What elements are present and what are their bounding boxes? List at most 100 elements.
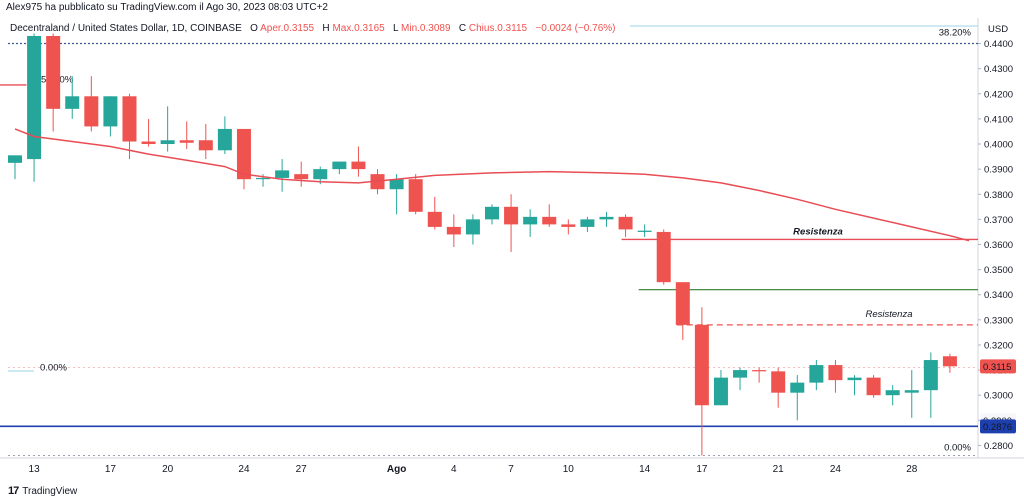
candle-body[interactable] xyxy=(752,370,767,372)
moving-average-line xyxy=(14,128,970,242)
candle-body[interactable] xyxy=(179,140,194,143)
candle-body[interactable] xyxy=(733,370,748,378)
close-value: Chius.0.3115 xyxy=(468,23,528,34)
candle-body[interactable] xyxy=(542,216,557,225)
price-tick-label: 0.3800 xyxy=(984,190,1013,201)
candle-body[interactable] xyxy=(160,140,175,145)
price-tick-label: 0.3300 xyxy=(984,315,1013,326)
candle-body[interactable] xyxy=(332,161,347,170)
candle-body[interactable] xyxy=(351,161,366,170)
candle-body[interactable] xyxy=(656,231,671,283)
open-value: Aper.0.3155 xyxy=(260,23,315,34)
candle-body[interactable] xyxy=(523,216,538,225)
price-tick-label: 0.4400 xyxy=(984,39,1013,50)
price-tick-label: 0.3200 xyxy=(984,340,1013,351)
price-tick-label: 0.4000 xyxy=(984,140,1013,151)
low-value: Min.0.3089 xyxy=(401,23,451,34)
price-tick-label: 0.2800 xyxy=(984,441,1013,452)
low-label: L xyxy=(393,23,399,34)
candle-body[interactable] xyxy=(236,128,251,180)
candle-body[interactable] xyxy=(866,377,881,396)
last-price-tag xyxy=(980,359,1016,374)
candle-body[interactable] xyxy=(637,230,652,232)
candle-body[interactable] xyxy=(46,36,61,109)
change-value: −0.0024 (−0.76%) xyxy=(535,23,616,34)
date-label: 17 xyxy=(696,464,708,475)
date-label: 24 xyxy=(830,464,842,475)
date-label: 4 xyxy=(451,464,457,475)
candle-body[interactable] xyxy=(809,365,824,383)
price-tick-label: 0.3000 xyxy=(984,391,1013,402)
support-price-value: 0.2876 xyxy=(983,422,1012,433)
candle-body[interactable] xyxy=(561,224,576,227)
candle-body[interactable] xyxy=(618,216,633,230)
date-label: 14 xyxy=(639,464,651,475)
fib-mid-label: 0.00% xyxy=(40,363,67,374)
resistance-dashed-label: Resistenza xyxy=(866,309,913,320)
candle-body[interactable] xyxy=(27,36,42,160)
date-label: 13 xyxy=(29,464,41,475)
candle-body[interactable] xyxy=(217,128,232,151)
date-label: 10 xyxy=(563,464,575,475)
open-label: O xyxy=(250,23,258,34)
candle-body[interactable] xyxy=(828,365,843,381)
candle-body[interactable] xyxy=(198,140,213,151)
candle-body[interactable] xyxy=(275,170,290,178)
candle-body[interactable] xyxy=(465,219,480,235)
price-tick-label: 0.3700 xyxy=(984,215,1013,226)
date-label: 7 xyxy=(508,464,514,475)
candle-body[interactable] xyxy=(485,206,499,220)
candle-body[interactable] xyxy=(580,219,595,227)
candle-body[interactable] xyxy=(408,179,423,212)
candle-body[interactable] xyxy=(713,377,728,406)
publish-caption: Alex975 ha pubblicato su TradingView.com… xyxy=(6,2,328,13)
tradingview-footer: 17 TradingView xyxy=(8,485,77,497)
date-label: 20 xyxy=(162,464,174,475)
price-tick-label: 0.4200 xyxy=(984,89,1013,100)
last-price-value: 0.3115 xyxy=(983,362,1011,373)
date-label: 24 xyxy=(238,464,250,475)
currency-label: USD xyxy=(988,24,1008,35)
price-tick-label: 0.3500 xyxy=(984,265,1013,276)
candle-body[interactable] xyxy=(904,390,919,393)
candle-body[interactable] xyxy=(389,179,404,190)
date-label: 17 xyxy=(105,464,117,475)
high-value: Max.0.3165 xyxy=(332,23,385,34)
price-tick-label: 0.3400 xyxy=(984,290,1013,301)
candle-body[interactable] xyxy=(84,96,99,127)
support-price-tag xyxy=(980,419,1016,434)
candle-body[interactable] xyxy=(294,174,309,180)
candle-body[interactable] xyxy=(847,377,862,381)
high-label: H xyxy=(322,23,330,34)
candle-body[interactable] xyxy=(790,382,805,393)
tradingview-brand: TradingView xyxy=(22,485,78,497)
candle-body[interactable] xyxy=(923,360,938,391)
close-label: C xyxy=(458,23,467,34)
candle-body[interactable] xyxy=(771,371,786,393)
candle-body[interactable] xyxy=(427,211,442,227)
fib-38-label: 38.20% xyxy=(939,28,972,39)
date-label: 28 xyxy=(906,464,918,475)
candle-body[interactable] xyxy=(122,96,137,142)
candle-body[interactable] xyxy=(65,96,80,109)
candle-body[interactable] xyxy=(313,169,328,180)
candle-body[interactable] xyxy=(504,206,519,225)
fib-0-label: 0.00% xyxy=(944,442,971,453)
candle-body[interactable] xyxy=(885,390,900,396)
candle-body[interactable] xyxy=(8,155,22,163)
price-tick-label: 0.4300 xyxy=(984,64,1013,75)
candle-body[interactable] xyxy=(599,216,614,220)
symbol-legend: Decentraland / United States Dollar, 1D,… xyxy=(10,23,615,34)
candle-body[interactable] xyxy=(256,177,271,180)
tradingview-logo-icon: 17 xyxy=(8,485,19,497)
candle-body[interactable] xyxy=(103,96,118,127)
candle-body[interactable] xyxy=(694,324,709,406)
candle-body[interactable] xyxy=(942,356,957,367)
date-label: 21 xyxy=(773,464,785,475)
price-tick-label: 0.3900 xyxy=(984,165,1013,176)
symbol-name: Decentraland / United States Dollar, 1D,… xyxy=(10,23,242,34)
candle-body[interactable] xyxy=(141,141,156,145)
candle-body[interactable] xyxy=(446,226,461,235)
candle-body[interactable] xyxy=(675,282,690,325)
